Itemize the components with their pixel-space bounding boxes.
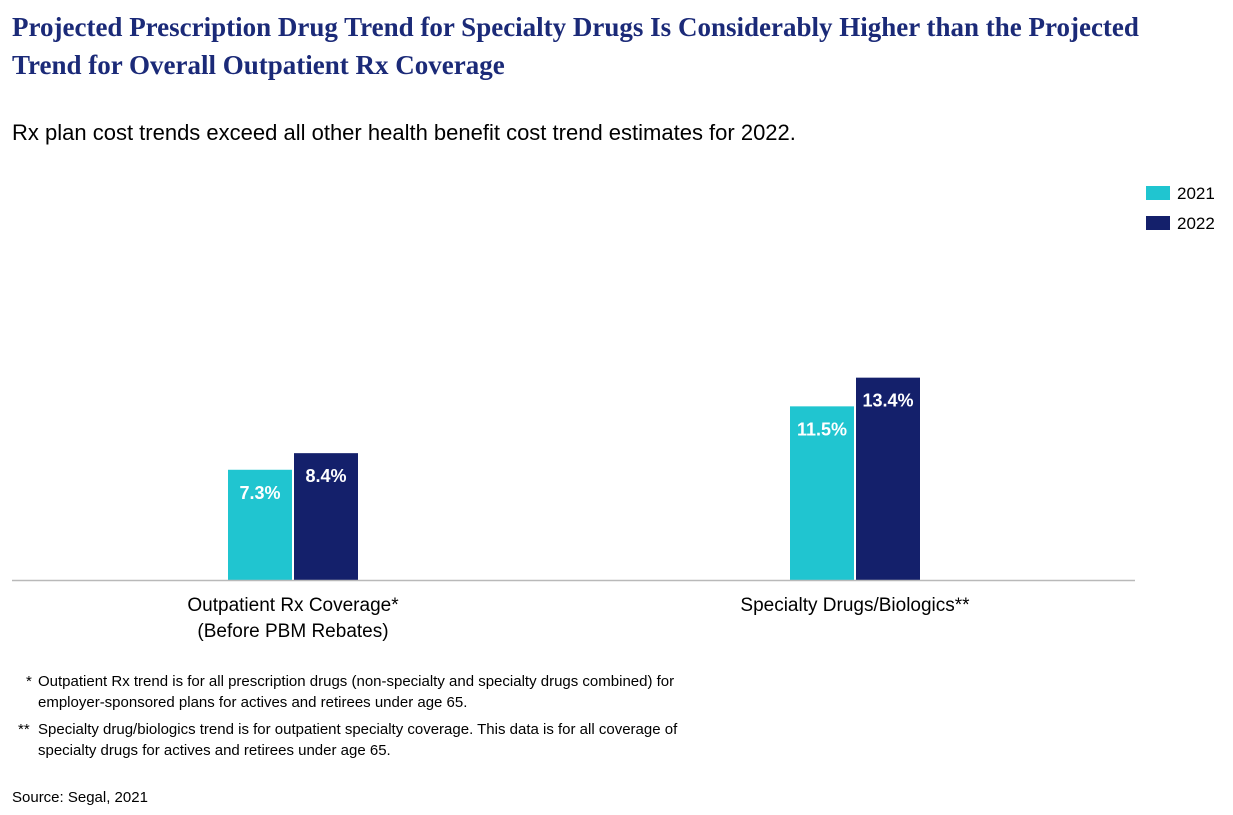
footnote-2: ** Specialty drug/biologics trend is for… [18,719,718,761]
bar-2022-cat-2 [856,377,920,580]
footnote-1-marker: * [26,673,32,690]
legend-label-2021: 2021 [1177,184,1215,203]
bar-2021-cat-1 [228,469,292,580]
bar-chart: 7.3% 8.4% Outpatient Rx Coverage* (Before P… [12,184,1215,642]
bar-2022-cat-1 [294,453,358,580]
legend-swatch-2022 [1146,216,1170,230]
category-label-1-line-1: Outpatient Rx Coverage* [187,595,399,616]
footnote-2-marker: ** [18,721,30,738]
source-note: Source: Segal, 2021 [12,789,148,806]
category-label-2-line-1: Specialty Drugs/Biologics** [740,595,970,616]
data-label-2022-cat-2: 13.4% [862,391,913,411]
data-label-2022-cat-1: 8.4% [305,466,346,486]
chart-title: Projected Prescription Drug Trend for Sp… [12,12,1139,80]
chart-subtitle: Rx plan cost trends exceed all other hea… [12,120,796,145]
footnote-2-text: Specialty drug/biologics trend is for ou… [38,721,678,759]
data-label-2021-cat-1: 7.3% [239,483,280,503]
footnote-1-text: Outpatient Rx trend is for all prescript… [38,673,675,711]
bar-2021-cat-2 [790,406,854,580]
legend-label-2022: 2022 [1177,214,1215,233]
category-label-1-line-2: (Before PBM Rebates) [197,621,388,642]
data-label-2021-cat-2: 11.5% [797,419,847,439]
legend-swatch-2021 [1146,186,1170,200]
footnote-1: * Outpatient Rx trend is for all prescri… [26,671,726,713]
